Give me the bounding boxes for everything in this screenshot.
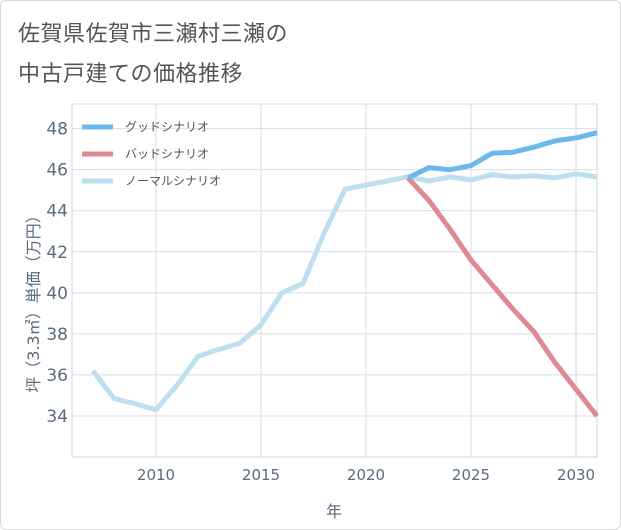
y-tick-label: 44: [46, 202, 68, 222]
series-line-2: [91, 171, 598, 413]
legend-label: バッドシナリオ: [125, 147, 209, 161]
y-tick-label: 40: [46, 284, 68, 304]
legend-label: ノーマルシナリオ: [125, 174, 221, 188]
legend-label: グッドシナリオ: [125, 120, 209, 134]
chart-title-line-1: 佐賀県佐賀市三瀬村三瀬の: [18, 22, 289, 47]
axis-ticks: 2010 2015 2020 2025 2030 34 36 38 40 42 44 46 48: [46, 120, 595, 484]
chart-title-line-2: 中古戸建ての価格推移: [18, 62, 244, 87]
x-tick-label: 2030: [557, 466, 595, 484]
y-tick-label: 36: [46, 366, 68, 386]
grid: [71, 103, 598, 458]
y-tick-label: 34: [46, 407, 68, 427]
x-tick-label: 2020: [347, 466, 385, 484]
y-tick-label: 42: [46, 243, 68, 263]
x-tick-label: 2015: [242, 466, 280, 484]
series-line-0: [406, 130, 598, 181]
y-tick-label: 46: [46, 161, 68, 181]
x-axis-label: 年: [325, 502, 343, 521]
series-line-1: [406, 176, 599, 418]
x-tick-label: 2025: [452, 466, 490, 484]
y-tick-label: 48: [46, 120, 68, 140]
y-tick-label: 38: [46, 325, 68, 345]
series-lines: [91, 130, 599, 418]
x-tick-label: 2010: [137, 466, 175, 484]
plot-area-border: [71, 103, 598, 458]
